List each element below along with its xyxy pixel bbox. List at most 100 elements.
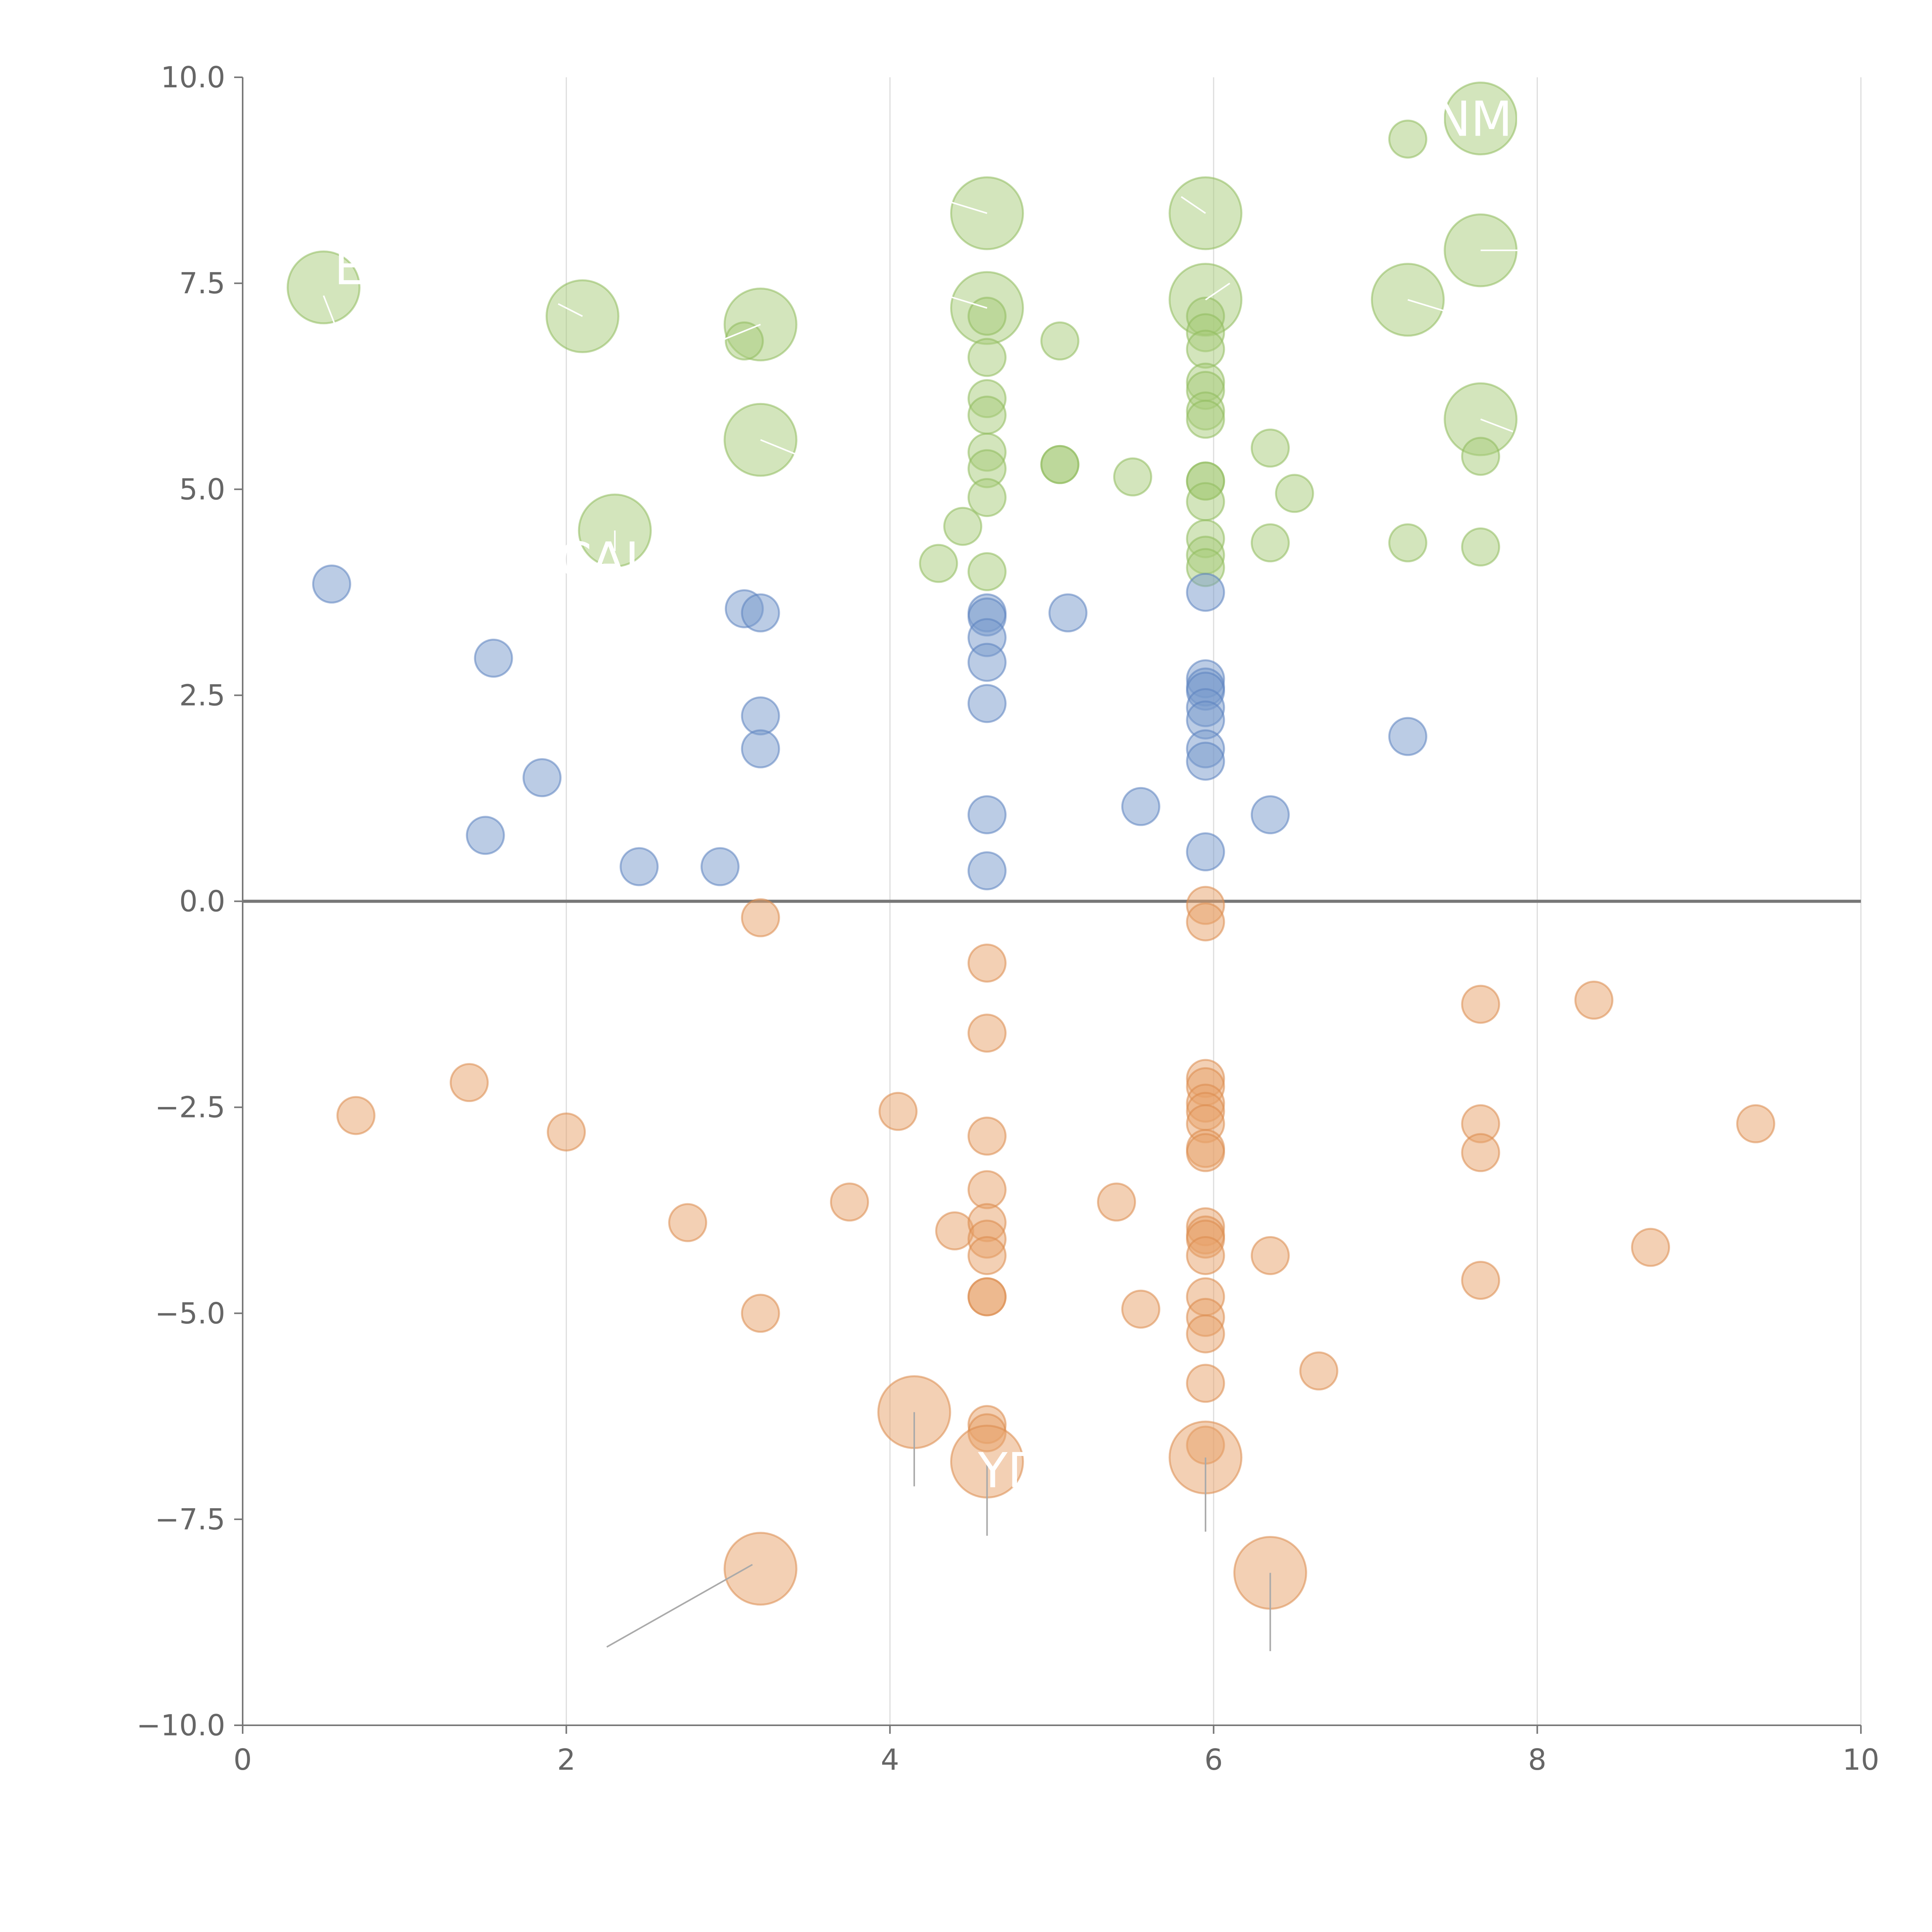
orange-bubble — [1097, 1182, 1136, 1222]
leader-line — [1480, 418, 1514, 432]
x-tick-label: 2 — [557, 1743, 576, 1777]
leader-line — [1205, 282, 1230, 301]
orange-bubble — [967, 943, 1007, 983]
green-bubble — [967, 552, 1007, 591]
orange-bubble — [1631, 1228, 1670, 1267]
y-tick-label: 5.0 — [179, 472, 225, 506]
y-tick-label: −10.0 — [136, 1708, 225, 1742]
y-tick-label: 7.5 — [179, 266, 225, 300]
green-bubble — [1186, 482, 1225, 521]
orange-bubble — [1186, 902, 1225, 942]
green-bubble — [1040, 445, 1080, 484]
leader-lines — [323, 196, 1529, 1651]
orange-bubble — [723, 1532, 798, 1606]
green-bubble — [1388, 119, 1427, 159]
blue-bubble — [967, 643, 1007, 682]
orange-bubble — [967, 1116, 1007, 1156]
blue-bubble — [474, 638, 513, 678]
blue-bubble — [466, 816, 505, 855]
y-tick-label: −5.0 — [155, 1296, 225, 1330]
green-bubble — [967, 395, 1007, 435]
blue-bubble — [1250, 795, 1290, 835]
bubble-labels: NMI CAI E YD — [334, 92, 1527, 1499]
blue-bubble — [700, 847, 740, 886]
y-tick-label: 2.5 — [179, 678, 225, 712]
orange-bubble — [1461, 1260, 1500, 1300]
blue-bubble — [967, 851, 1007, 891]
orange-bubble — [449, 1063, 489, 1102]
leader-line — [719, 323, 761, 342]
blue-bubble — [619, 847, 659, 886]
orange-bubble — [1736, 1104, 1776, 1143]
x-tick-label: 8 — [1528, 1743, 1547, 1777]
series-blue — [312, 564, 1427, 891]
orange-bubble — [1574, 980, 1614, 1020]
green-bubble — [943, 507, 983, 546]
blue-bubble — [1186, 832, 1225, 872]
green-bubble — [919, 544, 958, 583]
green-bubble — [1113, 457, 1152, 497]
blue-bubble — [741, 696, 780, 736]
orange-bubble — [741, 1294, 780, 1333]
bubbles — [286, 82, 1776, 1610]
green-bubble — [967, 478, 1007, 517]
orange-bubble — [668, 1203, 707, 1242]
orange-bubble — [967, 1014, 1007, 1053]
orange-bubble — [1186, 1364, 1225, 1403]
bubble-label: NMI — [1435, 92, 1527, 148]
orange-bubble — [1121, 1289, 1160, 1329]
orange-bubble — [830, 1182, 869, 1222]
green-bubble — [286, 250, 361, 325]
x-tick-label: 4 — [881, 1743, 899, 1777]
orange-bubble — [1186, 1314, 1225, 1354]
green-bubble — [724, 321, 764, 361]
orange-bubble — [967, 1170, 1007, 1209]
y-tick-label: 10.0 — [161, 60, 225, 94]
green-bubble — [1444, 82, 1518, 156]
green-bubble — [967, 296, 1007, 336]
leader-line — [1407, 299, 1449, 313]
green-bubble — [1461, 437, 1500, 476]
orange-bubble — [1186, 1133, 1225, 1172]
blue-bubble — [967, 795, 1007, 835]
series-green — [286, 82, 1518, 591]
green-bubble — [1461, 527, 1500, 567]
leader-line — [606, 1564, 753, 1648]
orange-bubble — [935, 1211, 975, 1250]
leader-line — [558, 303, 583, 317]
blue-bubble — [312, 564, 351, 604]
axes: 0 2 4 6 8 10 10.0 7.5 5.0 2.5 0.0 −2.5 −5.0 −7.5 −10.0 — [136, 60, 1879, 1777]
orange-bubble — [967, 1277, 1007, 1316]
orange-bubble — [547, 1112, 586, 1152]
leader-line — [946, 295, 988, 309]
series-orange — [336, 886, 1776, 1610]
bubble-label: YD — [978, 1443, 1045, 1499]
orange-bubble — [878, 1092, 918, 1131]
orange-bubble — [967, 1236, 1007, 1275]
blue-bubble — [741, 593, 780, 633]
orange-bubble — [1461, 985, 1500, 1024]
x-tick-label: 6 — [1204, 1743, 1223, 1777]
orange-bubble — [741, 898, 780, 937]
bubble-label: E — [334, 240, 365, 296]
green-bubble — [1250, 523, 1290, 563]
orange-bubble — [1461, 1133, 1500, 1172]
x-tick-label: 0 — [233, 1743, 252, 1777]
leader-line — [760, 439, 801, 457]
x-tick-label: 10 — [1842, 1743, 1879, 1777]
blue-bubble — [1388, 717, 1427, 756]
blue-bubble — [1186, 573, 1225, 612]
green-bubble — [967, 338, 1007, 377]
y-tick-label: −2.5 — [155, 1090, 225, 1124]
orange-bubble — [1186, 1236, 1225, 1275]
green-bubble — [1250, 429, 1290, 468]
green-bubble — [1388, 523, 1427, 563]
green-bubble — [1186, 400, 1225, 439]
blue-bubble — [522, 758, 562, 798]
blue-bubble — [741, 729, 780, 769]
orange-bubble — [1299, 1351, 1338, 1391]
blue-bubble — [1048, 593, 1088, 633]
green-bubble — [1186, 330, 1225, 369]
y-tick-label: 0.0 — [179, 884, 225, 918]
